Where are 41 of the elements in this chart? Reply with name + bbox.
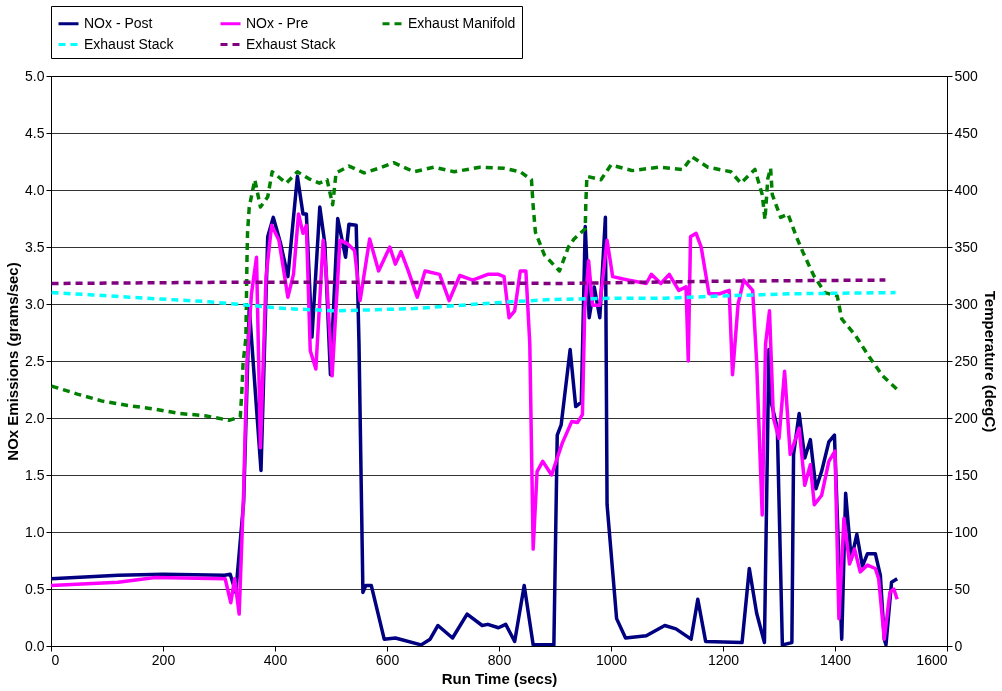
y2-tick-label: 300: [954, 295, 979, 312]
line-series: [51, 290, 898, 313]
line-series: [51, 155, 899, 423]
y2-tick-label: 200: [954, 409, 979, 426]
y-tick-label: 0.0: [25, 637, 45, 654]
x-tick-label: 1600: [916, 651, 948, 668]
y2-tick-label: 400: [954, 181, 979, 198]
legend-label: NOx - Pre: [246, 14, 309, 31]
y-tick-label: 5.0: [25, 67, 45, 84]
x-tick-label: 800: [487, 651, 512, 668]
y2-tick-label: 450: [954, 124, 979, 141]
x-tick-label: 0: [51, 651, 60, 668]
y-tick-label: 4.5: [25, 124, 45, 141]
y-axis-title: NOx Emissions (grams/sec): [4, 262, 22, 461]
x-tick-label: 600: [375, 651, 400, 668]
y-tick-label: 0.5: [25, 580, 45, 597]
x-tick-label: 1400: [819, 651, 852, 668]
y2-tick-label: 500: [954, 67, 979, 84]
y2-axis-title: Temperature (degC): [981, 290, 999, 433]
y-tick-label: 3.0: [25, 295, 45, 312]
y2-tick-label: 0: [954, 637, 963, 654]
x-tick-label: 200: [151, 651, 176, 668]
x-tick-label: 400: [263, 651, 288, 668]
x-axis-title: Run Time (secs): [441, 669, 558, 687]
y2-tick-label: 50: [954, 580, 971, 597]
y2-tick-label: 350: [954, 238, 979, 255]
y2-tick-label: 100: [954, 523, 979, 540]
x-tick-label: 1000: [595, 651, 628, 668]
x-tick-label: 1200: [707, 651, 740, 668]
legend-label: Exhaust Stack: [246, 35, 337, 52]
y-tick-label: 2.5: [25, 352, 45, 369]
y-tick-label: 1.0: [25, 523, 45, 540]
legend-label: Exhaust Manifold: [408, 14, 516, 31]
legend-label: NOx - Post: [84, 14, 153, 31]
y-tick-label: 1.5: [25, 466, 45, 483]
y-tick-label: 3.5: [25, 238, 45, 255]
legend-label: Exhaust Stack: [84, 35, 175, 52]
y-tick-label: 4.0: [25, 181, 45, 198]
y2-tick-label: 250: [954, 352, 979, 369]
y2-tick-label: 150: [954, 466, 979, 483]
y-tick-label: 2.0: [25, 409, 45, 426]
